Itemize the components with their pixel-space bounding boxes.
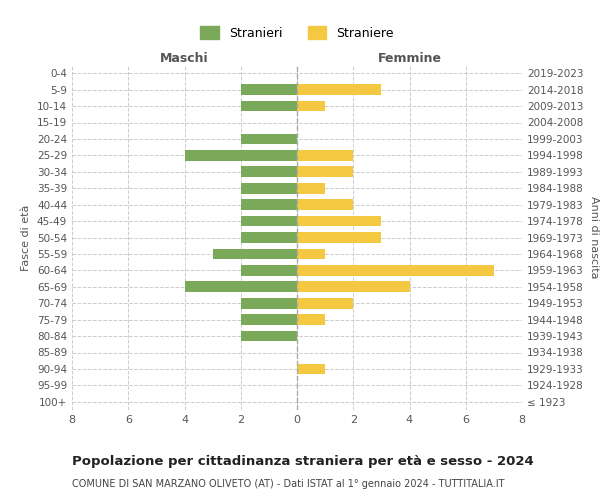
Bar <box>297 84 382 95</box>
Bar <box>297 232 382 243</box>
Bar <box>241 84 297 95</box>
Bar <box>241 200 297 210</box>
Bar <box>297 282 409 292</box>
Bar <box>297 200 353 210</box>
Bar <box>185 150 297 160</box>
Bar <box>185 282 297 292</box>
Text: Maschi: Maschi <box>160 52 209 65</box>
Legend: Stranieri, Straniere: Stranieri, Straniere <box>200 26 394 40</box>
Bar <box>241 166 297 177</box>
Bar <box>297 248 325 260</box>
Bar <box>297 364 325 374</box>
Text: Popolazione per cittadinanza straniera per età e sesso - 2024: Popolazione per cittadinanza straniera p… <box>72 455 534 468</box>
Bar <box>297 166 353 177</box>
Bar <box>297 265 494 276</box>
Bar <box>297 216 382 226</box>
Bar <box>241 298 297 308</box>
Bar <box>241 330 297 342</box>
Bar <box>297 183 325 194</box>
Bar <box>241 100 297 112</box>
Bar <box>297 100 325 112</box>
Bar <box>241 314 297 325</box>
Bar <box>241 265 297 276</box>
Text: Femmine: Femmine <box>377 52 442 65</box>
Bar <box>241 183 297 194</box>
Bar <box>297 298 353 308</box>
Bar <box>212 248 297 260</box>
Bar <box>241 232 297 243</box>
Text: COMUNE DI SAN MARZANO OLIVETO (AT) - Dati ISTAT al 1° gennaio 2024 - TUTTITALIA.: COMUNE DI SAN MARZANO OLIVETO (AT) - Dat… <box>72 479 505 489</box>
Bar <box>241 216 297 226</box>
Y-axis label: Anni di nascita: Anni di nascita <box>589 196 599 279</box>
Bar <box>297 150 353 160</box>
Bar <box>241 134 297 144</box>
Y-axis label: Fasce di età: Fasce di età <box>22 204 31 270</box>
Bar <box>297 314 325 325</box>
